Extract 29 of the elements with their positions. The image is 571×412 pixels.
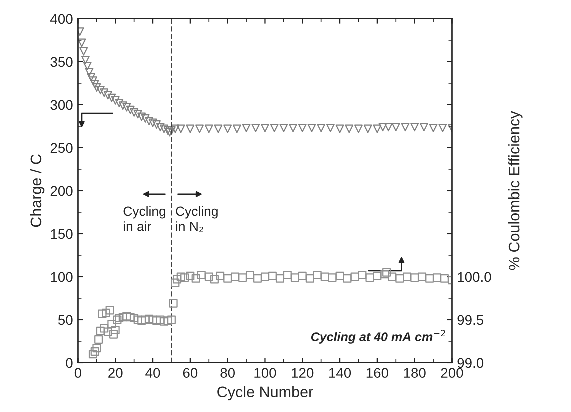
- y-tick-label: 350: [50, 57, 73, 68]
- x-tick-label: 120: [292, 368, 314, 378]
- x-tick-label: 140: [330, 368, 352, 378]
- y2-tick-label: 100.0: [458, 272, 492, 282]
- annotation: Cycling at 40 mA cm$^{−2}$: [311, 330, 446, 344]
- x-tick-label: 80: [220, 368, 236, 378]
- y-tick-label: 50: [58, 315, 73, 326]
- y2-axis-title: % Coulombic Efficiency: [508, 111, 523, 270]
- x-tick-label: 0: [74, 368, 82, 378]
- x-tick-label: 160: [366, 368, 388, 378]
- x-tick-label: 180: [404, 368, 426, 378]
- y-tick-label: 200: [50, 186, 73, 196]
- annotation: Cycling in air: [124, 206, 166, 232]
- x-tick-label: 40: [146, 368, 160, 378]
- y-tick-label: 300: [50, 100, 73, 110]
- y-tick-label: 400: [50, 14, 73, 24]
- x-tick-label: 60: [183, 368, 198, 378]
- x-axis-title: Cycle Number: [218, 386, 314, 401]
- y-tick-label: 150: [51, 229, 73, 240]
- x-tick-label: 200: [441, 368, 464, 378]
- x-tick-label: 100: [254, 368, 276, 378]
- annotation: Cycling in N₂: [176, 206, 218, 232]
- x-tick-label: 20: [108, 368, 123, 378]
- y-tick-label: 250: [50, 143, 73, 154]
- y-tick-label: 0: [66, 358, 73, 368]
- y-axis-title: Charge / C: [30, 154, 45, 228]
- y2-tick-label: 99.5: [458, 315, 484, 326]
- y-tick-label: 100: [51, 272, 73, 282]
- y2-tick-label: 99.0: [458, 358, 484, 368]
